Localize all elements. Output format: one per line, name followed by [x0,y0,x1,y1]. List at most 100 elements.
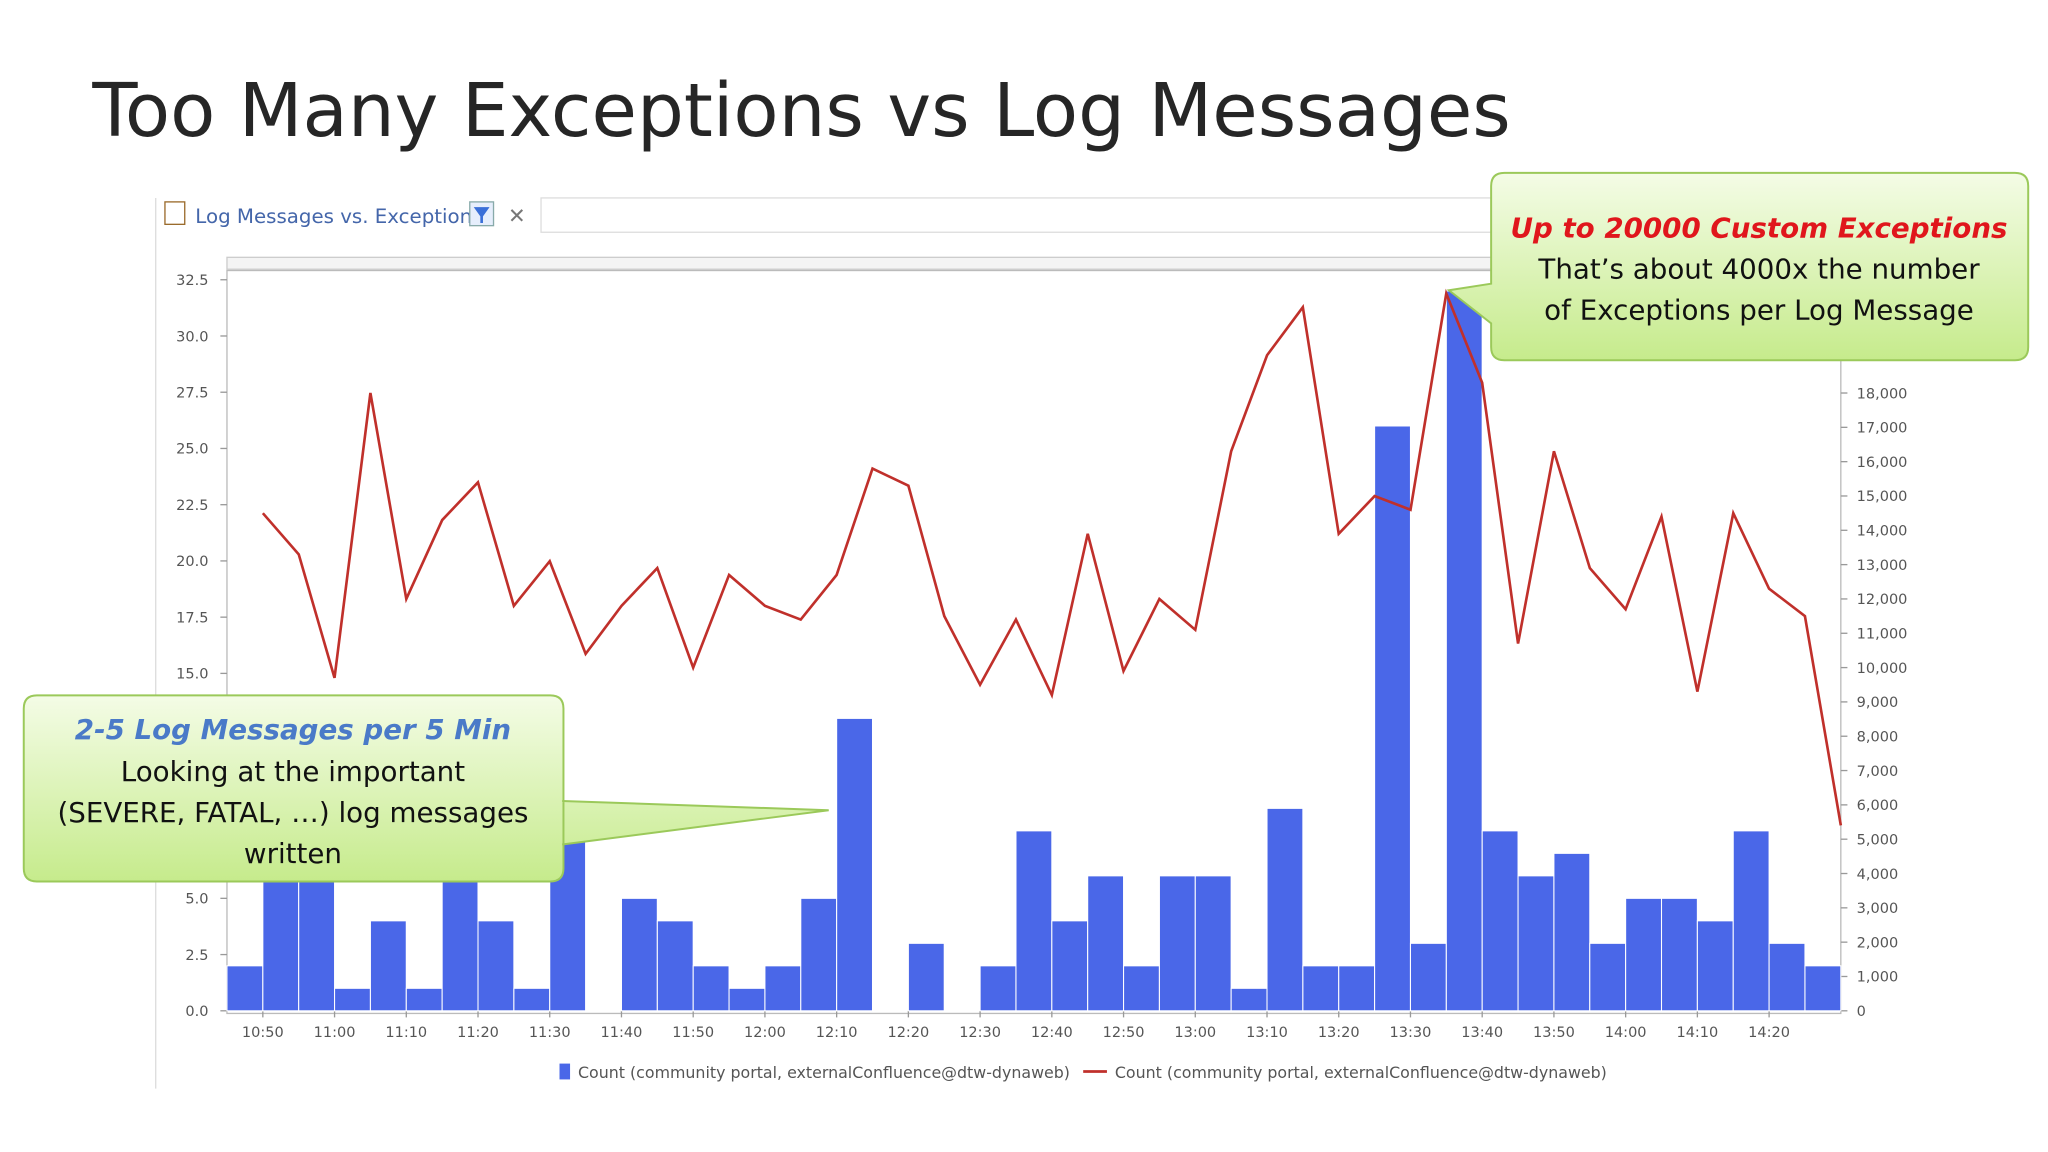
bar [1553,852,1591,1012]
callout-heading: Up to 20000 Custom Exceptions [1510,212,2007,245]
y2-tick-label: 2,000 [1857,935,1899,951]
x-tick-label: 13:20 [1318,1025,1360,1041]
x-tick-label: 14:00 [1605,1025,1647,1041]
y2-tick-label: 5,000 [1857,832,1899,848]
y2-tick-label: 12,000 [1857,592,1908,608]
bar [334,987,371,1012]
bar [1266,807,1304,1012]
x-tick-label: 12:00 [744,1025,786,1041]
legend-label: Count (community portal, externalConflue… [578,1063,1070,1082]
bar [477,920,515,1012]
y-tick-label: 32.5 [176,273,208,289]
y-tick-label: 27.5 [176,386,208,402]
y2-tick-label: 17,000 [1857,421,1908,437]
y2-tick-label: 0 [1857,1004,1866,1020]
bar [1625,897,1663,1012]
x-tick-label: 12:30 [959,1025,1001,1041]
x-tick-label: 14:20 [1748,1025,1790,1041]
x-tick-label: 12:40 [1031,1025,1073,1041]
bar [1660,897,1698,1012]
bar [1696,920,1734,1012]
y2-tick-label: 6,000 [1857,798,1899,814]
bar [764,965,802,1012]
bar [1302,965,1340,1012]
bar [405,987,443,1012]
bar [1230,987,1268,1012]
y-tick-label: 0.0 [185,1004,208,1020]
callout-heading: 2-5 Log Messages per 5 Min [75,713,511,746]
y2-tick-label: 3,000 [1857,901,1899,917]
y-tick-label: 15.0 [176,667,208,683]
y-tick-label: 22.5 [176,498,208,514]
x-tick-label: 11:00 [314,1025,356,1041]
callout-box [22,694,829,883]
y2-tick-label: 18,000 [1857,386,1908,402]
bar [226,965,264,1012]
panel-title: Log Messages vs. Exceptions [195,205,482,228]
x-tick-label: 13:40 [1461,1025,1503,1041]
bar [1445,290,1483,1012]
x-tick-label: 13:10 [1246,1025,1288,1041]
bar [1481,830,1519,1012]
x-tick-label: 12:20 [887,1025,929,1041]
bar [836,717,874,1012]
bar [907,942,945,1012]
x-tick-label: 11:50 [672,1025,714,1041]
bar [979,965,1017,1012]
callout-line: That’s about 4000x the number [1537,252,1980,285]
bar [800,897,838,1012]
callout-line: Looking at the important [121,755,465,788]
x-tick-label: 13:50 [1533,1025,1575,1041]
x-tick-label: 14:10 [1676,1025,1718,1041]
bar [1338,965,1376,1012]
x-tick-label: 13:30 [1390,1025,1432,1041]
y-tick-label: 5.0 [185,892,208,908]
y-tick-label: 30.0 [176,329,208,345]
y-tick-label: 2.5 [185,948,208,964]
panel-toolbar [540,197,1505,233]
bar [1051,920,1089,1012]
legend-swatch [559,1063,571,1080]
y-tick-label: 20.0 [176,554,208,570]
close-icon[interactable]: ✕ [508,203,526,228]
bar [620,897,658,1012]
x-tick-label: 10:50 [242,1025,284,1041]
bar [1194,875,1232,1012]
bar [1768,942,1806,1012]
bar [1409,942,1447,1012]
y2-tick-label: 10,000 [1857,661,1908,677]
y2-tick-label: 13,000 [1857,558,1908,574]
x-tick-label: 12:10 [816,1025,858,1041]
bar [1804,965,1842,1012]
panel-icon [164,201,186,225]
y-tick-label: 17.5 [176,610,208,626]
y2-tick-label: 11,000 [1857,627,1908,643]
slide-title: Too Many Exceptions vs Log Messages [91,68,1510,154]
bar [1732,830,1770,1012]
x-tick-label: 12:50 [1103,1025,1145,1041]
bar [1158,875,1196,1012]
x-tick-label: 13:00 [1174,1025,1216,1041]
bar [369,920,407,1012]
x-tick-label: 11:40 [601,1025,643,1041]
bar [513,987,551,1012]
bar [1589,942,1627,1012]
y2-tick-label: 16,000 [1857,455,1908,471]
y2-tick-label: 7,000 [1857,764,1899,780]
callout-line: written [244,837,342,870]
y-tick-label: 25.0 [176,442,208,458]
bar [1087,875,1125,1012]
filter-shape [473,207,490,224]
y2-tick-label: 1,000 [1857,970,1899,986]
callouts: Up to 20000 Custom Exceptions That’s abo… [22,171,2030,883]
bar [692,965,730,1012]
callout-line: (SEVERE, FATAL, …) log messages [57,796,528,829]
y2-tick-label: 14,000 [1857,524,1908,540]
x-tick-label: 11:20 [457,1025,499,1041]
y2-tick-label: 9,000 [1857,695,1899,711]
bar [656,920,694,1012]
bar [1517,875,1555,1012]
line [261,288,1843,826]
